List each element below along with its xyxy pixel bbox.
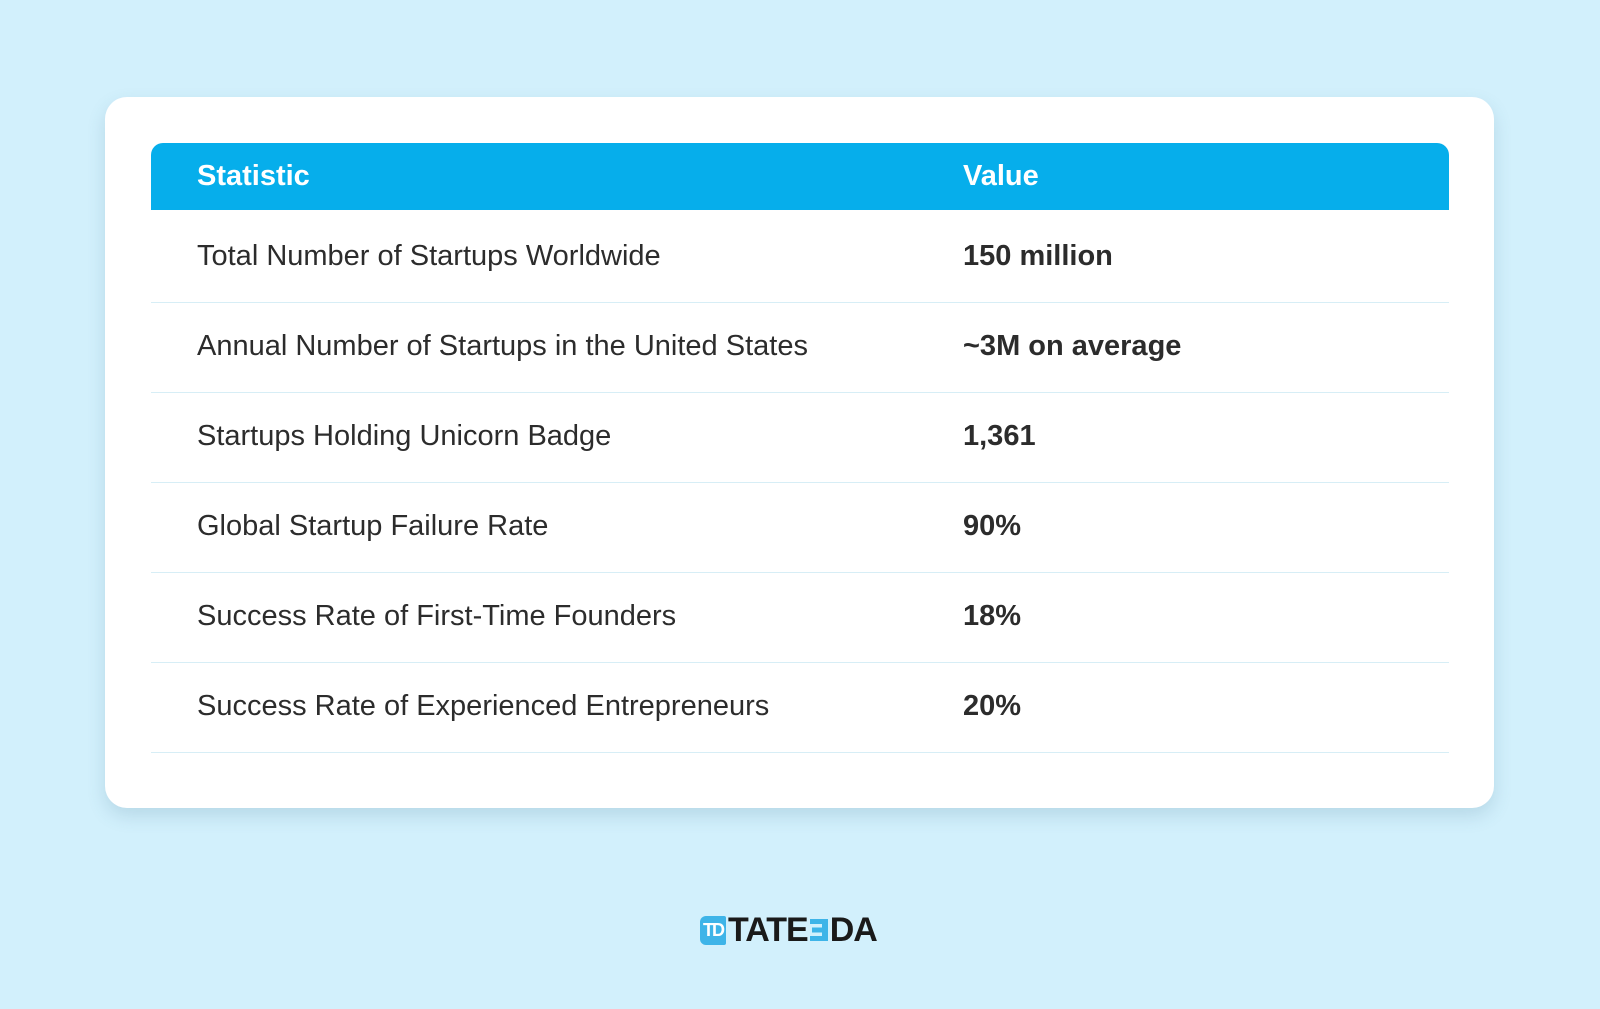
table-row: Startups Holding Unicorn Badge 1,361 (151, 390, 1449, 483)
table-row: Success Rate of Experienced Entrepreneur… (151, 660, 1449, 753)
table-row: Success Rate of First-Time Founders 18% (151, 570, 1449, 663)
value-cell: 150 million (963, 240, 1113, 272)
header-cell: Value (963, 160, 1039, 192)
statistic-cell: Total Number of Startups Worldwide (197, 240, 661, 272)
logo-text: DA (829, 910, 878, 949)
statistic-cell: Success Rate of First-Time Founders (197, 600, 677, 632)
value-cell: 90% (963, 510, 1022, 542)
value-cell: 20% (963, 690, 1022, 722)
table-row: Annual Number of Startups in the United … (151, 300, 1449, 393)
logo: TD TATE DA (700, 910, 878, 950)
table-row: Total Number of Startups Worldwide 150 mi… (151, 210, 1449, 303)
value-cell: 18% (963, 600, 1022, 632)
table-header: Statistic Value (151, 143, 1449, 210)
logo-mark (809, 919, 828, 941)
logo-badge: TD (700, 915, 726, 945)
statistic-cell: Success Rate of Experienced Entrepreneur… (197, 690, 770, 722)
value-cell: ~3M on average (963, 330, 1182, 362)
header-cell: Statistic (197, 160, 310, 192)
statistic-cell: Annual Number of Startups in the United … (197, 330, 808, 362)
logo-text: TATE (728, 910, 809, 949)
value-cell: 1,361 (963, 420, 1036, 452)
table-card: Statistic Value Total Number of Startups… (105, 97, 1494, 808)
statistic-cell: Startups Holding Unicorn Badge (197, 420, 612, 452)
statistic-cell: Global Startup Failure Rate (197, 510, 549, 542)
table-row: Global Startup Failure Rate 90% (151, 480, 1449, 573)
